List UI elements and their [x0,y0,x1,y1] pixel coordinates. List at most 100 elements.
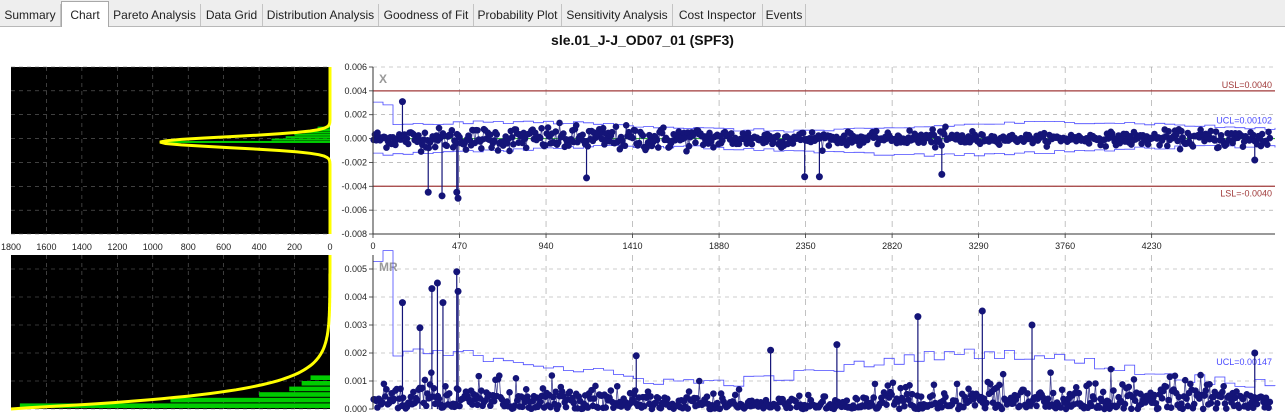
outlier-point [424,188,432,196]
data-point [1166,373,1174,381]
histogram-x-tick-label: 600 [216,242,231,252]
data-point [1152,399,1160,407]
histogram-bar [301,381,330,386]
data-point [570,399,577,407]
data-point [1044,395,1052,403]
data-point [474,401,481,409]
data-point [1212,405,1220,412]
data-point [601,141,608,148]
data-point [871,380,879,388]
data-point [572,121,580,129]
data-point [1155,405,1162,412]
data-point [524,393,531,400]
data-point [522,385,530,393]
outlier-point [454,287,462,295]
tab-data-grid[interactable]: Data Grid [201,4,263,26]
data-point [660,124,667,131]
data-point [684,405,692,412]
tab-sensitivity-analysis[interactable]: Sensitivity Analysis [562,4,673,26]
y-tick-label: 0.004 [344,292,367,302]
data-point [706,129,713,137]
data-point [808,129,816,136]
y-tick-label: 0.004 [344,86,367,96]
data-point [663,395,671,403]
data-point [1172,131,1180,139]
data-point [1206,381,1213,388]
control-chart-mr: 0.005 0.004 0.003 0.002 0.001 0.000 MR UCL=0.00… [344,250,1276,414]
data-point [1158,395,1166,402]
data-point [903,390,911,398]
outlier-point [428,285,436,293]
data-point [1189,143,1197,150]
data-point [1235,404,1243,412]
outlier-point [1251,349,1259,357]
data-point [508,133,516,141]
distribution-fit-curve [159,67,332,234]
data-point [774,404,781,412]
data-point [789,140,797,147]
data-point [1049,389,1057,397]
data-point [825,142,833,149]
data-point [683,147,690,155]
histogram-x-tick-label: 1000 [143,242,163,252]
data-point [639,132,647,139]
data-point [379,399,386,406]
data-point [474,126,481,134]
data-point [1062,405,1070,413]
x-tick-label: 2350 [796,241,816,251]
data-point [602,404,610,411]
data-point [971,401,979,409]
data-point [929,126,936,133]
distribution-fit-curve [10,255,332,411]
data-point [612,123,620,130]
histogram-x-tick-label: 1200 [107,242,127,252]
data-point [435,395,443,403]
tab-goodness-of-fit[interactable]: Goodness of Fit [379,4,474,26]
data-point [1128,405,1135,413]
y-tick-label: 0.000 [344,404,367,414]
tab-events[interactable]: Events [763,4,806,26]
data-point [548,372,556,379]
data-point [819,398,826,406]
data-point [906,382,913,389]
data-point [883,401,890,408]
data-point [1072,383,1080,391]
data-point [1151,391,1158,399]
tab-pareto-analysis[interactable]: Pareto Analysis [109,4,201,26]
tab-probability-plot[interactable]: Probability Plot [474,4,562,26]
histogram-bar [289,386,330,392]
data-point [819,147,826,154]
data-point [478,145,485,152]
data-point [419,384,426,392]
data-point [1201,392,1208,399]
data-point [1040,129,1048,137]
y-tick-label: 0.003 [344,320,367,330]
data-point [1130,376,1138,383]
tab-summary[interactable]: Summary [0,4,61,26]
data-point [908,390,916,398]
outlier-point [938,170,946,178]
tab-chart[interactable]: Chart [61,1,109,27]
data-point [1212,128,1220,136]
data-point [804,391,812,399]
outlier-point [914,313,922,321]
data-point [872,127,880,135]
data-point [469,401,476,408]
data-point [884,382,892,389]
outlier-point [453,268,461,276]
outlier-point [767,346,775,354]
data-point [506,389,513,396]
data-point [653,136,661,144]
data-point [490,397,498,405]
tab-cost-inspector[interactable]: Cost Inspector [673,4,763,26]
data-point [1092,380,1099,387]
data-point [413,397,421,404]
outlier-point [632,352,640,360]
data-point [1102,143,1110,150]
y-tick-label: 0.002 [344,110,367,120]
data-point [537,398,544,406]
tab-distribution-analysis[interactable]: Distribution Analysis [263,4,379,26]
data-point [498,395,506,403]
data-point [731,134,739,142]
data-point [1202,387,1210,394]
